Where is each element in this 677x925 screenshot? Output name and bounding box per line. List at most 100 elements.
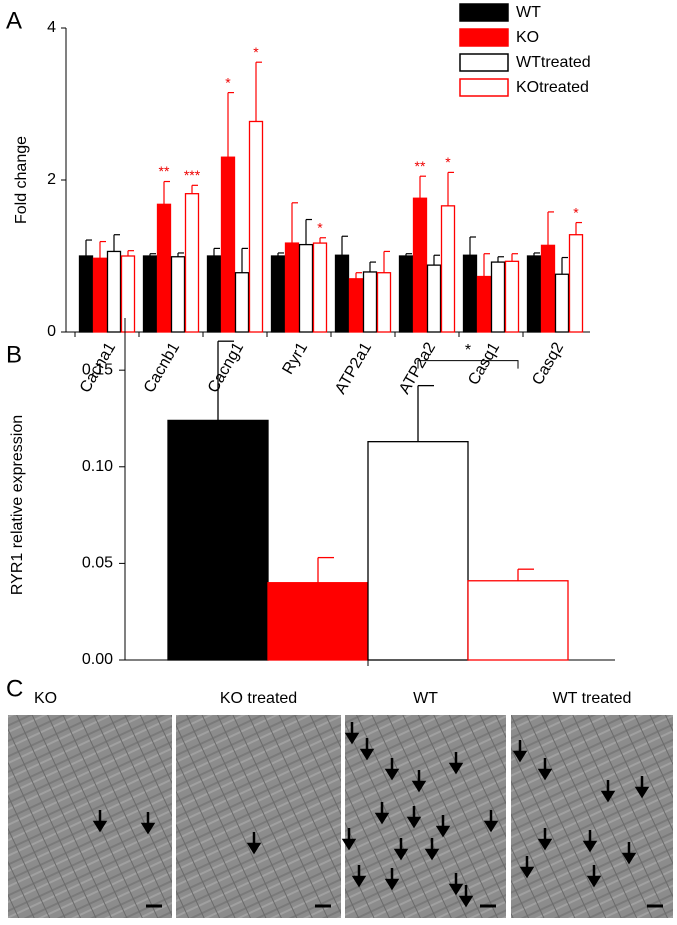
image-title: KO treated bbox=[220, 690, 297, 707]
bar bbox=[267, 582, 369, 661]
arrow bbox=[448, 752, 464, 775]
image-title: KO bbox=[34, 690, 57, 707]
bar bbox=[412, 197, 428, 333]
bar bbox=[234, 272, 250, 333]
image-title: WT bbox=[413, 690, 438, 707]
legend-swatch bbox=[459, 53, 509, 72]
significance: * bbox=[253, 44, 259, 60]
bar bbox=[367, 441, 469, 661]
significance: *** bbox=[184, 167, 201, 183]
bar bbox=[348, 278, 364, 333]
panel-label: C bbox=[6, 675, 23, 702]
significance: * bbox=[465, 342, 471, 359]
arrow bbox=[374, 802, 390, 825]
arrow bbox=[448, 873, 464, 896]
x-tick-label: Cacnb1 bbox=[141, 340, 183, 396]
bar bbox=[462, 254, 478, 333]
arrow bbox=[586, 865, 602, 888]
x-tick-label: ATP2a1 bbox=[332, 340, 375, 398]
x-tick-label: Cacng1 bbox=[205, 340, 247, 396]
bar bbox=[120, 255, 136, 333]
bar bbox=[298, 243, 314, 333]
bar bbox=[270, 255, 286, 333]
bar bbox=[476, 275, 492, 333]
legend-label: KO bbox=[516, 29, 539, 46]
arrow bbox=[344, 722, 360, 745]
bar bbox=[312, 242, 328, 333]
legend-swatch bbox=[459, 78, 509, 97]
bar bbox=[490, 261, 506, 333]
bar bbox=[206, 255, 222, 333]
bar bbox=[167, 419, 269, 661]
arrow bbox=[458, 885, 474, 908]
significance: ** bbox=[415, 158, 426, 174]
significance-bracket bbox=[417, 360, 519, 369]
arrow bbox=[246, 832, 262, 855]
arrow bbox=[140, 812, 156, 835]
bar bbox=[170, 256, 186, 333]
y-tick-label: 0.15 bbox=[82, 361, 113, 378]
arrow bbox=[600, 780, 616, 803]
arrow bbox=[582, 830, 598, 853]
bar bbox=[504, 260, 520, 333]
micrograph bbox=[176, 715, 341, 918]
bar bbox=[376, 272, 392, 333]
bar bbox=[106, 250, 122, 333]
arrow bbox=[406, 806, 422, 829]
bar bbox=[78, 255, 94, 333]
bar bbox=[334, 254, 350, 333]
bar bbox=[220, 156, 236, 333]
bar bbox=[526, 255, 542, 333]
arrow bbox=[341, 828, 357, 851]
y-axis-label: RYR1 relative expression bbox=[9, 415, 26, 595]
arrow bbox=[512, 740, 528, 763]
significance: * bbox=[225, 74, 231, 90]
bar bbox=[284, 242, 300, 333]
legend-label: WTtreated bbox=[516, 54, 591, 71]
arrow bbox=[351, 865, 367, 888]
arrow bbox=[359, 738, 375, 761]
bar bbox=[398, 255, 414, 333]
y-tick-label: 2 bbox=[47, 171, 56, 188]
bar bbox=[92, 257, 108, 333]
arrow bbox=[92, 810, 108, 833]
panel-label: A bbox=[6, 7, 22, 34]
significance: ** bbox=[159, 163, 170, 179]
bar bbox=[362, 271, 378, 333]
bar bbox=[184, 193, 200, 333]
arrow bbox=[537, 828, 553, 851]
significance: * bbox=[317, 219, 323, 235]
panel-label: B bbox=[6, 341, 22, 368]
bar bbox=[248, 120, 264, 333]
bar bbox=[156, 203, 172, 333]
arrow bbox=[621, 842, 637, 865]
arrow bbox=[537, 758, 553, 781]
arrow bbox=[384, 758, 400, 781]
arrow bbox=[634, 776, 650, 799]
bar bbox=[440, 205, 456, 333]
significance: * bbox=[573, 204, 579, 220]
y-tick-label: 0 bbox=[47, 323, 56, 340]
y-tick-label: 0.10 bbox=[82, 458, 113, 475]
bar bbox=[568, 234, 584, 333]
legend-label: KOtreated bbox=[516, 79, 589, 96]
arrow bbox=[424, 838, 440, 861]
arrow bbox=[519, 856, 535, 879]
bar bbox=[467, 580, 569, 661]
y-tick-label: 0.05 bbox=[82, 555, 113, 572]
y-tick-label: 0.00 bbox=[82, 651, 113, 668]
significance: * bbox=[445, 154, 451, 170]
x-tick-label: Casq2 bbox=[529, 340, 567, 389]
legend-swatch bbox=[459, 28, 509, 47]
micrograph bbox=[8, 715, 172, 918]
micrograph bbox=[345, 715, 506, 918]
y-axis-label: Fold change bbox=[13, 136, 30, 224]
bar bbox=[540, 244, 556, 333]
arrow bbox=[411, 770, 427, 793]
y-tick-label: 4 bbox=[47, 19, 56, 36]
arrow bbox=[384, 868, 400, 891]
arrow bbox=[393, 838, 409, 861]
micrograph bbox=[511, 715, 673, 918]
bar bbox=[426, 264, 442, 333]
